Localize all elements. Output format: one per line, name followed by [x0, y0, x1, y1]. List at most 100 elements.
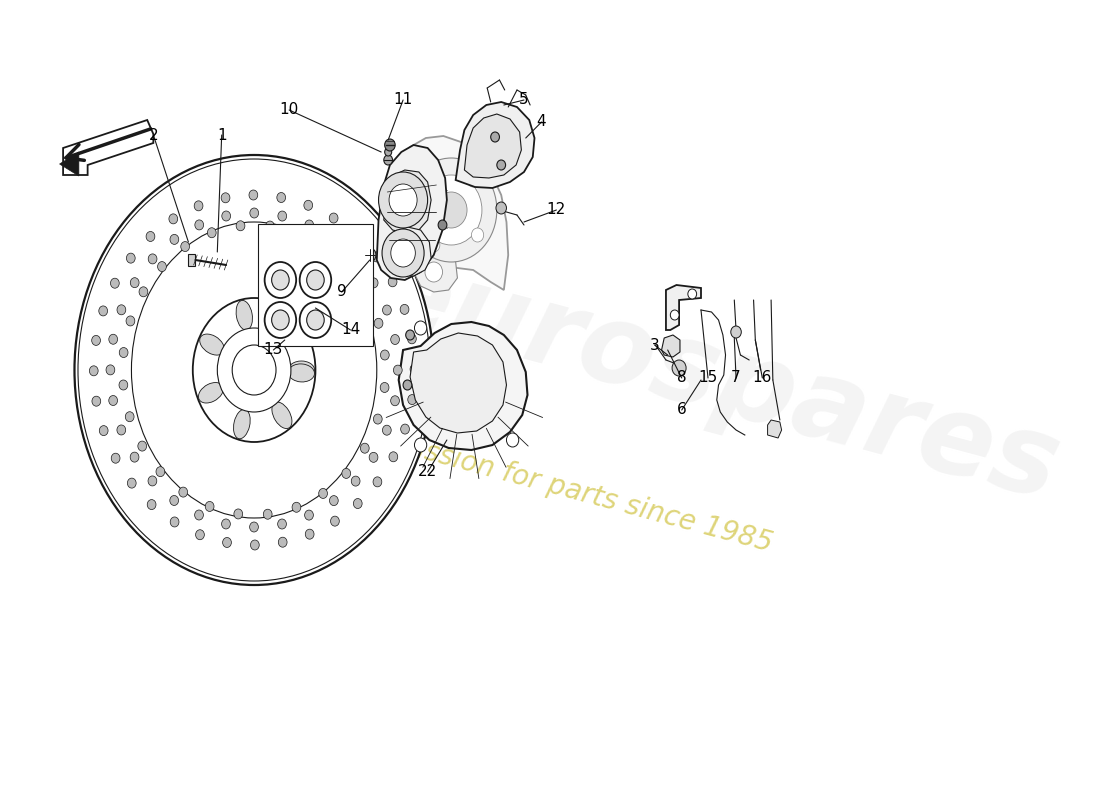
- Circle shape: [195, 220, 204, 230]
- Ellipse shape: [192, 298, 316, 442]
- Circle shape: [361, 443, 370, 453]
- Circle shape: [110, 278, 119, 288]
- Circle shape: [299, 262, 331, 298]
- Circle shape: [278, 537, 287, 547]
- Text: 16: 16: [752, 370, 772, 386]
- Polygon shape: [398, 322, 528, 450]
- Circle shape: [353, 498, 362, 509]
- Text: 15: 15: [698, 370, 717, 386]
- Polygon shape: [393, 136, 508, 290]
- Circle shape: [374, 318, 383, 328]
- Ellipse shape: [236, 301, 253, 330]
- Circle shape: [390, 396, 399, 406]
- Polygon shape: [414, 238, 458, 292]
- Circle shape: [319, 489, 328, 498]
- Circle shape: [139, 287, 147, 297]
- Circle shape: [408, 394, 417, 405]
- Circle shape: [497, 160, 506, 170]
- Circle shape: [277, 519, 286, 529]
- Circle shape: [222, 211, 231, 221]
- Polygon shape: [63, 120, 153, 175]
- Circle shape: [196, 530, 205, 540]
- Ellipse shape: [274, 314, 294, 339]
- Circle shape: [382, 229, 425, 277]
- Circle shape: [672, 360, 686, 376]
- Circle shape: [406, 158, 497, 262]
- Polygon shape: [188, 254, 196, 266]
- Circle shape: [195, 201, 202, 211]
- Circle shape: [373, 414, 382, 424]
- Circle shape: [148, 254, 157, 264]
- Polygon shape: [455, 102, 535, 188]
- Ellipse shape: [288, 364, 315, 382]
- Circle shape: [92, 396, 101, 406]
- Circle shape: [179, 487, 188, 497]
- Circle shape: [277, 193, 286, 202]
- Ellipse shape: [272, 402, 292, 429]
- Circle shape: [407, 334, 416, 344]
- Circle shape: [370, 278, 378, 288]
- Circle shape: [305, 510, 314, 520]
- Text: 22: 22: [418, 465, 437, 479]
- Circle shape: [306, 529, 313, 539]
- Circle shape: [263, 510, 272, 519]
- Circle shape: [438, 220, 447, 230]
- Polygon shape: [59, 152, 79, 176]
- Circle shape: [251, 540, 260, 550]
- Circle shape: [125, 412, 134, 422]
- Text: 4: 4: [537, 114, 547, 130]
- Circle shape: [272, 270, 289, 290]
- Circle shape: [381, 350, 389, 360]
- Circle shape: [385, 139, 395, 151]
- Circle shape: [249, 190, 257, 200]
- Circle shape: [195, 510, 204, 520]
- Circle shape: [169, 214, 178, 224]
- Ellipse shape: [200, 334, 224, 355]
- Circle shape: [119, 380, 128, 390]
- Circle shape: [221, 519, 230, 529]
- Text: 3: 3: [650, 338, 659, 353]
- Circle shape: [381, 382, 389, 393]
- Polygon shape: [666, 285, 701, 330]
- Ellipse shape: [131, 222, 377, 518]
- Circle shape: [670, 310, 679, 320]
- Circle shape: [169, 495, 178, 506]
- Circle shape: [383, 305, 392, 315]
- Ellipse shape: [233, 410, 250, 438]
- Text: 10: 10: [279, 102, 299, 118]
- Polygon shape: [464, 114, 521, 178]
- Ellipse shape: [198, 382, 223, 403]
- Polygon shape: [477, 118, 513, 158]
- Text: eurospares: eurospares: [365, 238, 1071, 522]
- Circle shape: [410, 364, 419, 374]
- Circle shape: [362, 289, 371, 299]
- Text: 12: 12: [547, 202, 567, 218]
- Polygon shape: [768, 420, 782, 438]
- Circle shape: [420, 175, 482, 245]
- Text: 14: 14: [341, 322, 360, 338]
- Circle shape: [126, 253, 135, 263]
- Circle shape: [351, 254, 360, 264]
- Circle shape: [146, 231, 155, 242]
- Circle shape: [117, 305, 125, 315]
- Circle shape: [364, 248, 376, 262]
- Text: 2: 2: [148, 127, 158, 142]
- Circle shape: [222, 538, 231, 547]
- Circle shape: [415, 321, 427, 335]
- Polygon shape: [384, 170, 431, 233]
- Circle shape: [330, 234, 339, 245]
- Circle shape: [373, 477, 382, 487]
- Circle shape: [170, 517, 179, 527]
- Circle shape: [331, 516, 339, 526]
- Polygon shape: [385, 227, 431, 276]
- Ellipse shape: [288, 361, 315, 379]
- Circle shape: [130, 278, 139, 288]
- Text: 13: 13: [264, 342, 283, 358]
- Circle shape: [111, 454, 120, 463]
- Circle shape: [148, 476, 157, 486]
- Circle shape: [119, 347, 128, 358]
- Text: 11: 11: [394, 93, 412, 107]
- Circle shape: [496, 202, 506, 214]
- Circle shape: [351, 476, 360, 486]
- Circle shape: [236, 221, 245, 230]
